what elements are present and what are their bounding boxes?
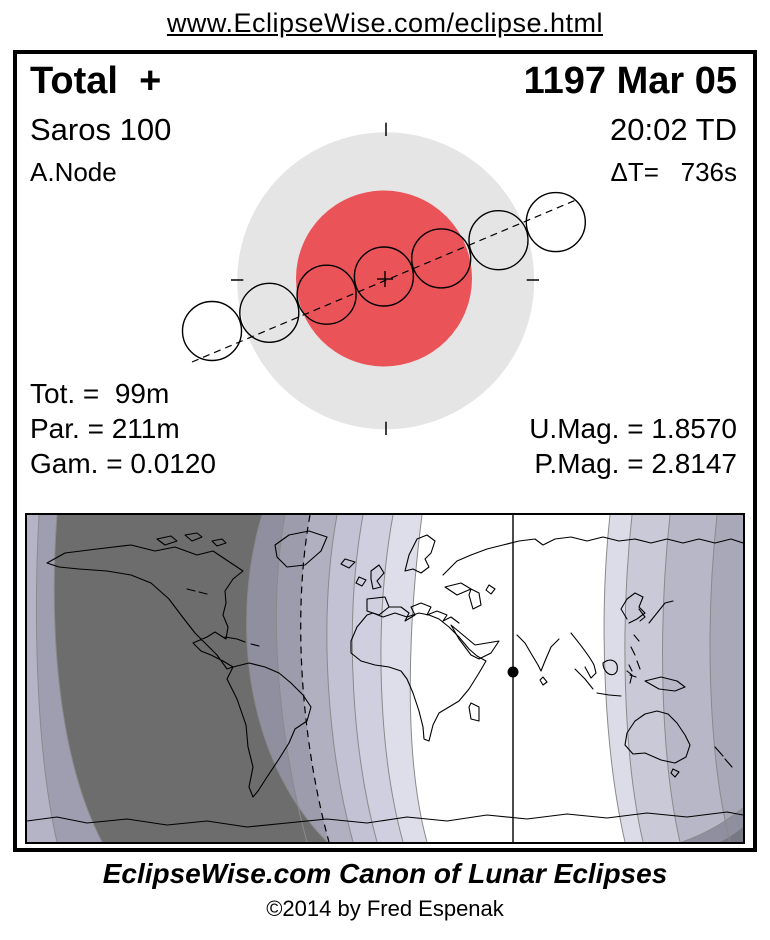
coastline-india [516, 634, 560, 686]
stats-right: U.Mag. = 1.8570 P.Mag. = 2.8147 [529, 415, 737, 485]
coastline-caribbean [224, 636, 260, 647]
coastline-new-zealand [714, 746, 733, 768]
visibility-curve [53, 514, 103, 843]
node-label: A.Node [30, 157, 117, 187]
coastline-iceland [340, 558, 356, 569]
coastline-north-america [46, 544, 244, 670]
moon-disk [181, 300, 243, 362]
umbral-magnitude: U.Mag. = 1.8570 [529, 413, 737, 444]
coastline-indochina [570, 632, 597, 679]
moon-disk [411, 228, 472, 289]
eclipse-time: 20:02 TD [610, 112, 737, 147]
visibility-curve [326, 514, 354, 843]
coastline-japan [648, 600, 674, 624]
visibility-map [26, 514, 744, 843]
moon-disk [353, 246, 415, 307]
shadow-center-cross [377, 271, 393, 287]
edge-band-2 [27, 515, 102, 842]
coastline-uk-ireland [355, 564, 385, 590]
visibility-curve [35, 514, 58, 843]
penumbra-tick-marks [231, 122, 539, 435]
coastline-sumatra-java [574, 668, 622, 697]
canon-title: EclipseWise.com Canon of Lunar Eclipses [102, 858, 668, 889]
copyright-line: ©2014 by Fred Espenak [266, 896, 504, 921]
eclipse-card: Total + Saros 100 A.Node 1197 Mar 05 20:… [13, 50, 757, 852]
partial-duration: Par. = 211m [30, 413, 180, 444]
coastline-arctic-islands [156, 532, 227, 547]
visibility-curve-dashed [300, 514, 330, 843]
coastline-china-korea [620, 592, 646, 624]
coastline-great-lakes [186, 588, 208, 595]
visibility-curve [624, 514, 644, 843]
visibility-curve [351, 514, 378, 843]
coastline-greenland [274, 530, 328, 568]
coastline-new-guinea [644, 676, 686, 692]
totality-duration: Tot. = 99m [30, 378, 170, 409]
visibility-curve [662, 514, 681, 843]
visibility-band-right-4 [710, 515, 743, 842]
penumbral-magnitude: P.Mag. = 2.8147 [534, 448, 737, 479]
delta-t-value: ΔT= 736s [610, 157, 737, 187]
moon-disk [296, 264, 357, 325]
visibility-curve [246, 514, 328, 843]
saros-label: Saros 100 [30, 112, 172, 147]
visibility-curve [380, 514, 404, 843]
zenith-point-dot [507, 666, 519, 678]
coastline-arabia [450, 624, 500, 660]
coastline-asia-north [442, 536, 744, 576]
moon-disk [468, 209, 529, 271]
eclipse-type-label: Total + [30, 60, 162, 102]
coastline-scandinavia [404, 534, 436, 574]
moon-disk [239, 282, 300, 343]
eclipsewise-url-link[interactable]: www.EclipseWise.com/eclipse.html [166, 8, 604, 38]
coastline-borneo [602, 659, 618, 676]
corner-curve [681, 807, 744, 843]
eclipse-date: 1197 Mar 05 [523, 60, 737, 102]
moon-disks [181, 191, 586, 362]
eclipse-geometry-diagram [181, 122, 586, 435]
moon-path-line [191, 199, 577, 363]
header: www.EclipseWise.com/eclipse.html [0, 8, 770, 39]
coastline-iberia [366, 596, 390, 616]
coastline-madagascar [468, 702, 480, 722]
visibility-curves [35, 514, 744, 843]
coastline-caspian-sea [468, 584, 496, 610]
edge-band-1 [27, 515, 57, 842]
coastlines [26, 530, 744, 828]
coastline-africa [350, 612, 487, 742]
coastline-mediterranean [388, 602, 460, 624]
stats-left: Tot. = 99m Par. = 211m Gam. = 0.0120 [30, 380, 216, 485]
map-night-region [27, 515, 327, 842]
coastline-sulawesi [626, 670, 637, 684]
moon-disk [525, 191, 586, 253]
visibility-map-frame [25, 513, 745, 844]
visibility-curve [709, 514, 731, 843]
coastline-south-america [226, 662, 312, 798]
gamma-value: Gam. = 0.0120 [30, 448, 217, 479]
coastline-antarctica [26, 811, 744, 828]
coastline-australia [624, 710, 691, 778]
coastline-taiwan-philippines [628, 634, 641, 672]
corner-band-dark [720, 827, 743, 842]
visibility-curve [603, 514, 626, 843]
